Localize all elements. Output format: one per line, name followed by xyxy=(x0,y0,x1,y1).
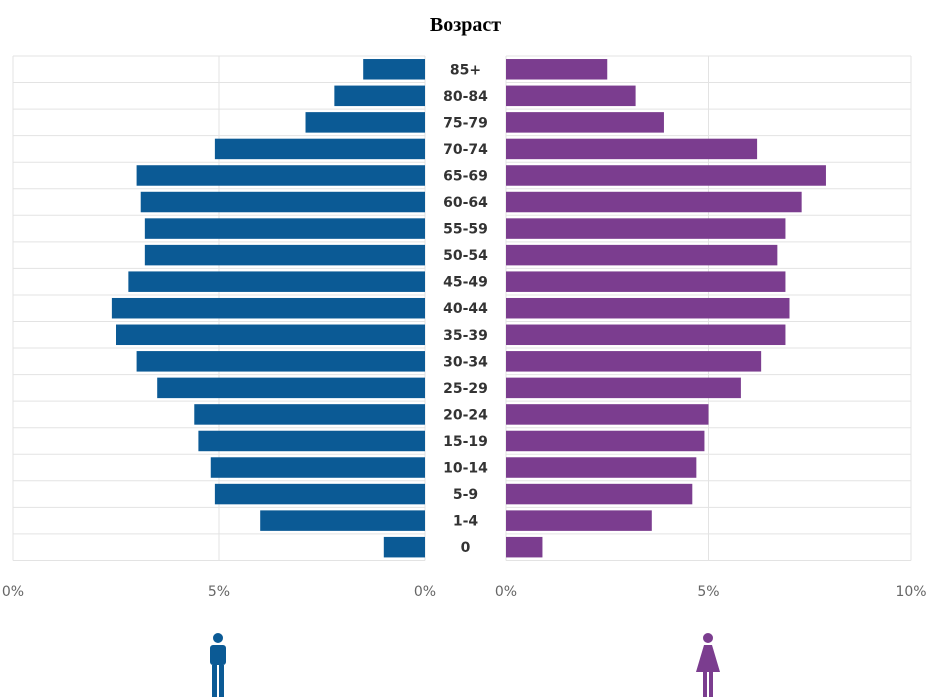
age-group-label: 85+ xyxy=(450,62,481,78)
bar-female xyxy=(506,271,786,292)
bar-female xyxy=(506,59,608,80)
age-group-label: 45-49 xyxy=(443,275,488,291)
x-tick-label: 0% xyxy=(2,584,24,600)
age-group-labels: 85+ 80-84 75-79 70-74 65-69 60-64 55-59 50-54 45… xyxy=(443,62,488,556)
bar-male xyxy=(144,244,425,266)
x-tick-label: 0% xyxy=(414,584,436,600)
bar-female xyxy=(506,218,786,239)
bar-male xyxy=(157,377,425,399)
bar-female xyxy=(506,377,741,399)
chart-grid xyxy=(12,55,912,561)
age-group-label: 55-59 xyxy=(443,222,488,238)
bar-female xyxy=(506,324,786,346)
bar-male xyxy=(210,457,425,478)
bar-male xyxy=(383,536,425,558)
age-group-label: 40-44 xyxy=(443,301,488,317)
bar-male xyxy=(194,404,425,425)
male-bars xyxy=(111,59,426,558)
age-group-label: 80-84 xyxy=(443,89,488,105)
bar-male xyxy=(140,191,425,213)
bar-female xyxy=(506,112,664,133)
male-person-icon xyxy=(210,633,226,697)
female-person-icon xyxy=(696,633,720,697)
bar-female xyxy=(506,430,705,452)
age-group-label: 35-39 xyxy=(443,328,488,344)
bar-female xyxy=(506,457,697,478)
bar-female xyxy=(506,85,636,107)
bar-female xyxy=(506,297,790,319)
x-tick-label: 10% xyxy=(895,584,926,600)
age-group-label: 0 xyxy=(461,540,471,556)
age-group-label: 10-14 xyxy=(443,461,488,477)
bar-male xyxy=(136,351,425,372)
bar-male xyxy=(363,59,425,80)
bar-female xyxy=(506,138,758,160)
bar-male xyxy=(260,510,425,531)
age-group-label: 50-54 xyxy=(443,248,488,264)
age-group-label: 65-69 xyxy=(443,168,488,184)
bar-male xyxy=(334,85,425,107)
age-group-label: 60-64 xyxy=(443,195,488,211)
bar-male xyxy=(116,324,425,346)
bar-male xyxy=(214,483,425,505)
age-group-label: 1-4 xyxy=(453,514,479,530)
bar-male xyxy=(144,218,425,239)
bar-male xyxy=(198,430,425,452)
x-axis-ticks: 0% 5% 0% 0% 5% 10% xyxy=(2,584,927,600)
x-tick-label: 5% xyxy=(208,584,230,600)
bar-female xyxy=(506,404,709,425)
bar-male xyxy=(214,138,425,160)
bar-female xyxy=(506,351,762,372)
x-tick-label: 0% xyxy=(495,584,517,600)
age-group-label: 30-34 xyxy=(443,354,488,370)
bar-male xyxy=(111,297,425,319)
female-bars xyxy=(506,59,826,558)
age-group-label: 25-29 xyxy=(443,381,488,397)
bar-female xyxy=(506,510,652,531)
age-group-label: 20-24 xyxy=(443,407,488,423)
age-group-label: 5-9 xyxy=(453,487,478,503)
age-group-label: 15-19 xyxy=(443,434,488,450)
bar-male xyxy=(136,165,425,186)
x-tick-label: 5% xyxy=(697,584,719,600)
age-group-label: 75-79 xyxy=(443,115,488,131)
age-group-label: 70-74 xyxy=(443,142,488,158)
chart-title: Возраст xyxy=(429,14,502,36)
bar-female xyxy=(506,536,543,558)
bar-female xyxy=(506,483,693,505)
bar-female xyxy=(506,191,802,213)
bar-male xyxy=(305,112,425,133)
bar-female xyxy=(506,244,778,266)
bar-female xyxy=(506,165,826,186)
bar-male xyxy=(128,271,426,292)
